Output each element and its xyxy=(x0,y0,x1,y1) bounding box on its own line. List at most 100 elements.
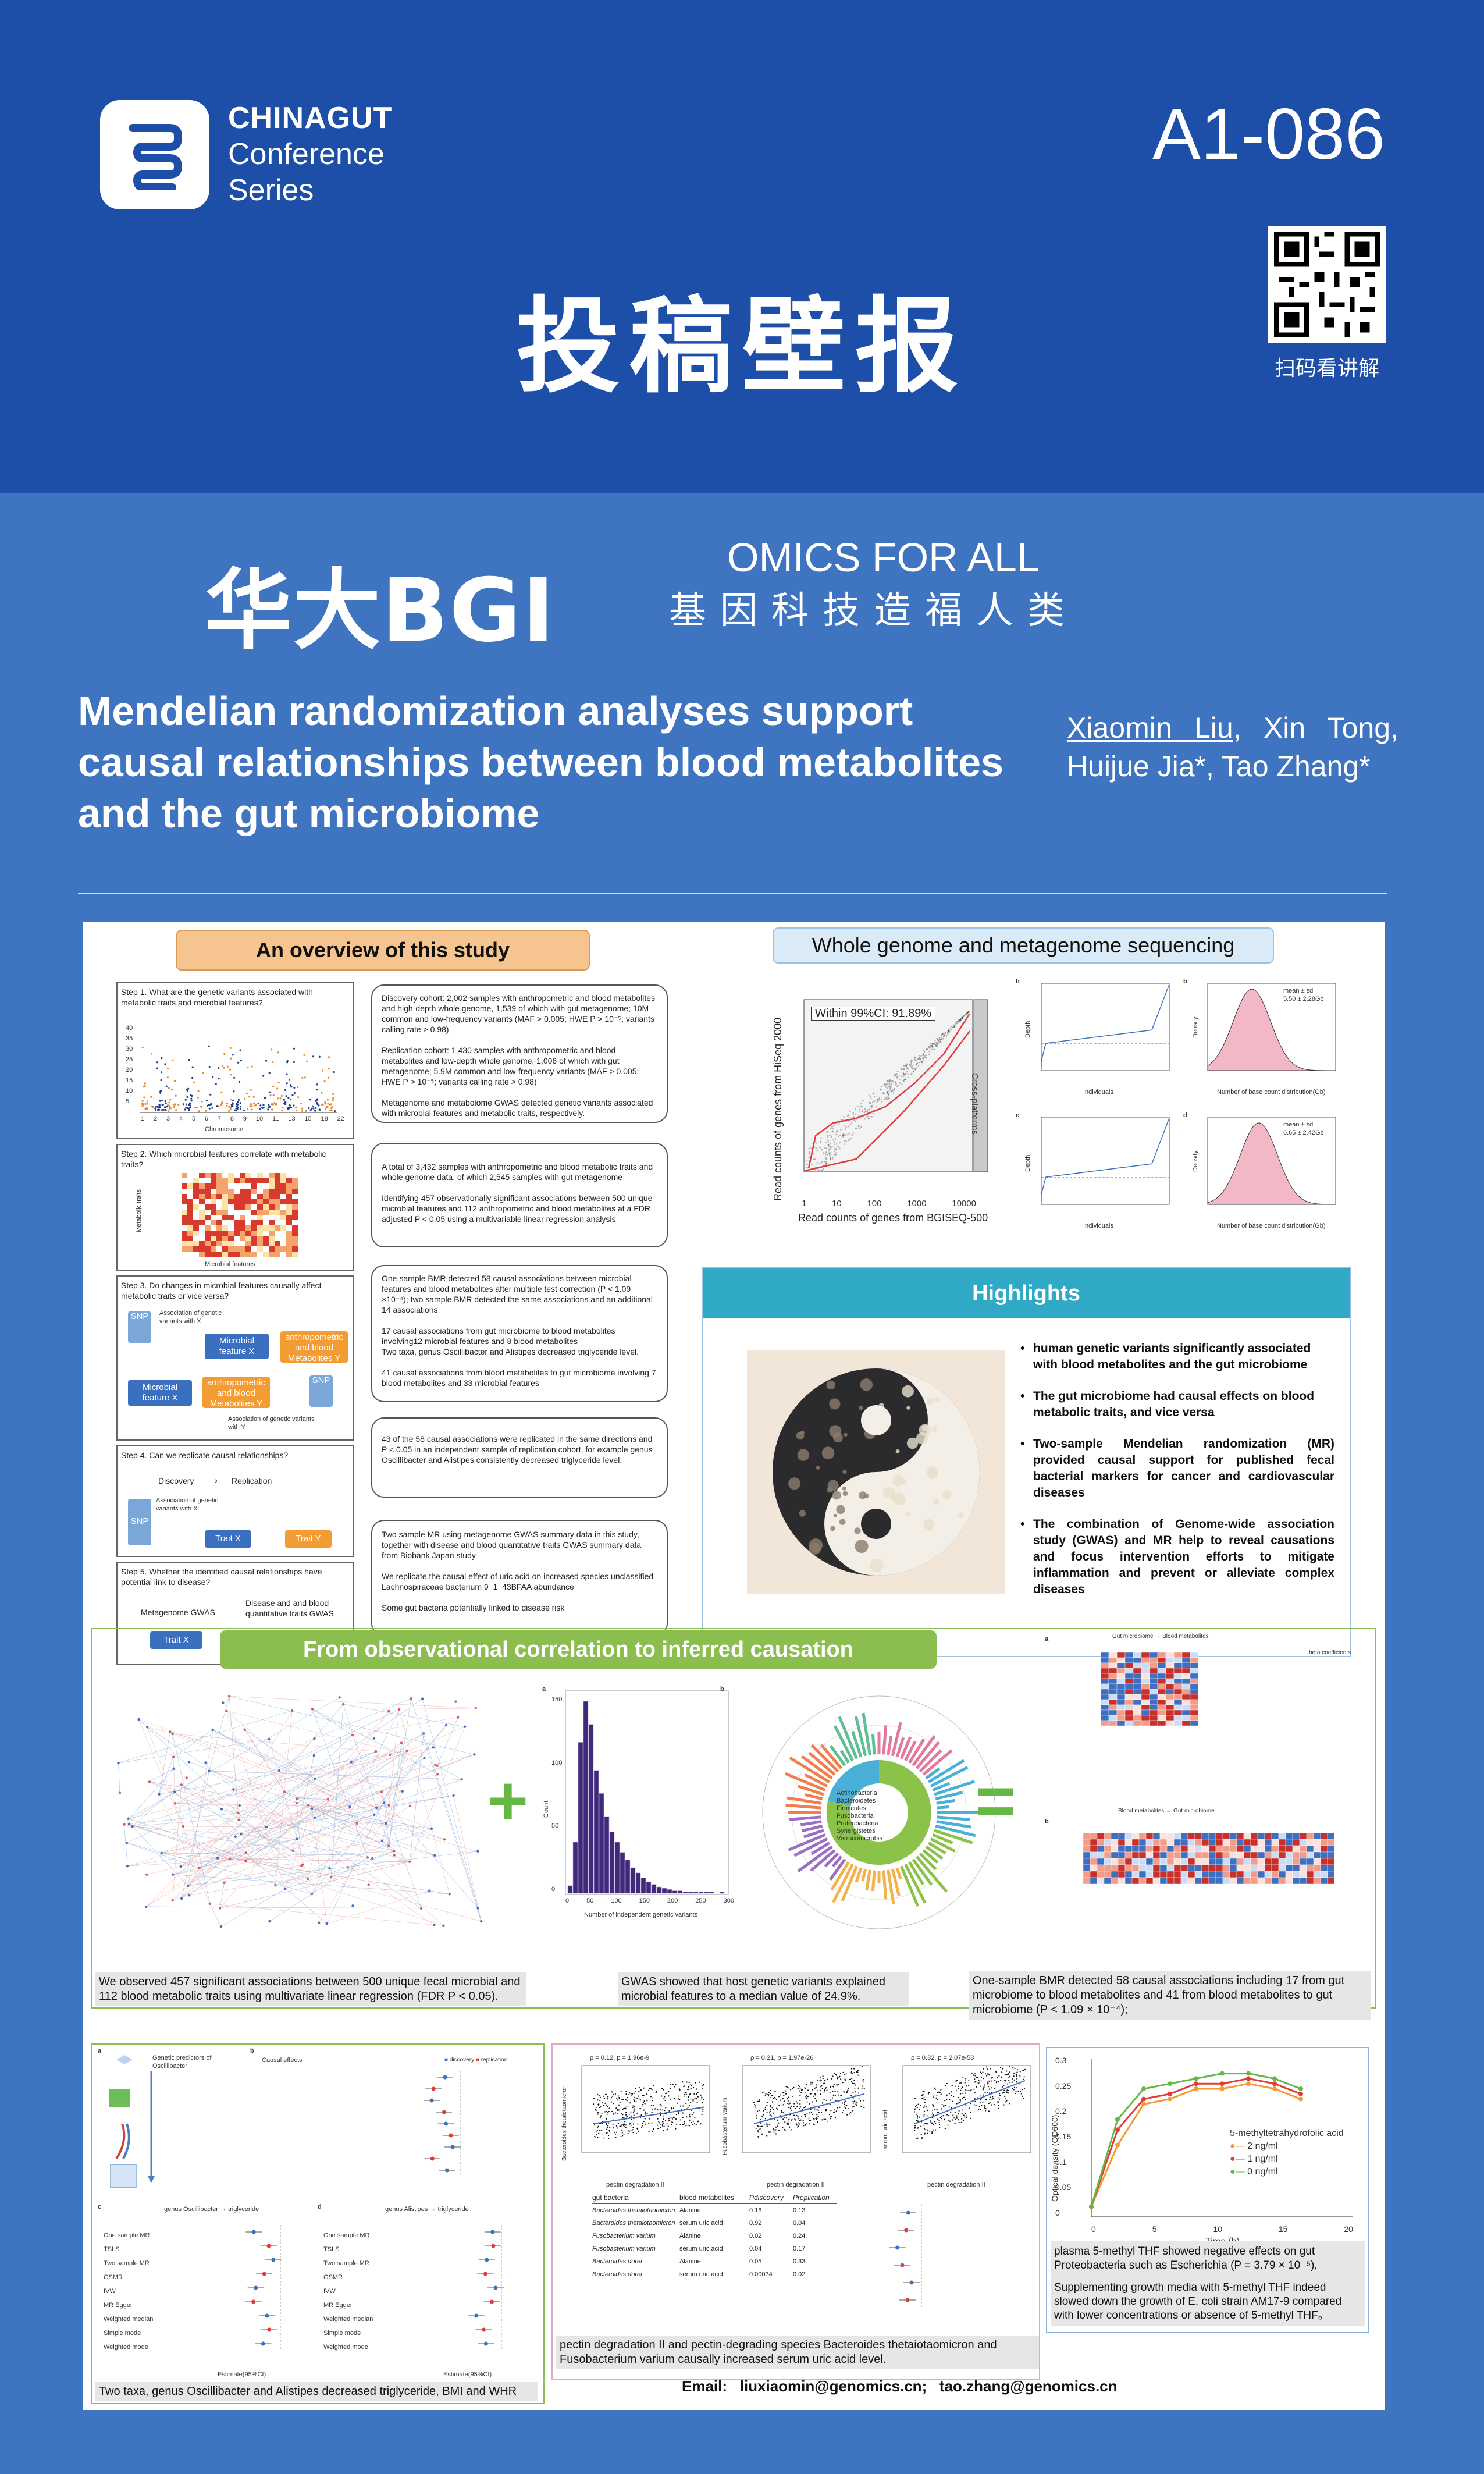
scatter-point xyxy=(926,1048,928,1051)
manhattan-point xyxy=(277,1051,279,1054)
heatmap-cell xyxy=(1145,1832,1154,1840)
scatter-point xyxy=(1016,2078,1017,2080)
growth-point xyxy=(1194,2086,1198,2091)
network-edge xyxy=(311,1725,447,1894)
scatter-point xyxy=(935,2129,937,2131)
heatmap-cell xyxy=(1131,1851,1140,1859)
scatter-point xyxy=(949,1028,951,1029)
scatter-point xyxy=(834,2109,836,2111)
network-node xyxy=(228,1857,232,1861)
decorative-dot xyxy=(796,1431,805,1440)
estimate-point xyxy=(430,2156,435,2161)
scatter-point xyxy=(903,1068,905,1070)
scatter-point xyxy=(630,2093,632,2095)
heatmap-cell xyxy=(1165,1668,1175,1674)
scatter-point xyxy=(778,2105,780,2106)
network-node xyxy=(385,1822,387,1825)
scatter-point xyxy=(988,2102,990,2105)
scatter-point xyxy=(1008,2103,1010,2105)
heatmap-cell xyxy=(1159,1871,1168,1878)
scatter-point xyxy=(883,1093,885,1095)
heatmap-cell xyxy=(222,1231,228,1236)
circle-bar xyxy=(797,1845,833,1872)
scatter-point xyxy=(956,2080,958,2081)
scatter-point xyxy=(621,2124,623,2125)
scatter-point xyxy=(886,1093,888,1095)
scatter-point xyxy=(785,2117,788,2119)
scatter-point xyxy=(852,1112,855,1114)
scatter-point xyxy=(685,2102,687,2105)
heatmap-cell xyxy=(1173,1678,1183,1684)
heatmap-cell xyxy=(1116,1668,1126,1674)
scatter-point xyxy=(808,1152,810,1154)
scatter-point xyxy=(837,2090,839,2092)
scatter-point xyxy=(888,1093,890,1095)
scatter-point xyxy=(924,1055,926,1057)
manhattan-point xyxy=(156,1067,158,1069)
scatter-point xyxy=(938,2121,940,2124)
scatter-point xyxy=(625,2124,627,2126)
scatter-stat-a: ρ = 0.12, p = 1.96e-9 xyxy=(590,2054,650,2061)
scatter-point xyxy=(810,2112,813,2113)
scatter-point xyxy=(870,1097,872,1100)
scatter-point xyxy=(606,2125,608,2127)
qr-code[interactable] xyxy=(1268,226,1386,343)
scatter-point xyxy=(819,1147,821,1149)
heatmap-cell xyxy=(222,1215,228,1220)
email-link[interactable]: liuxiaomin@genomics.cn; xyxy=(739,2377,927,2395)
step4-text: Step 4. Can we replicate causal relation… xyxy=(121,1451,289,1460)
heatmap-cell xyxy=(234,1189,240,1194)
heatmap-cell xyxy=(1320,1864,1328,1872)
xtick: 5 xyxy=(1152,2224,1157,2234)
ytick: 0.3 xyxy=(1055,2056,1067,2065)
scatter-point xyxy=(916,1062,919,1064)
scatter-point xyxy=(939,1039,941,1040)
scatter-point xyxy=(850,2112,852,2113)
decorative-dot xyxy=(826,1380,835,1390)
circle-bar xyxy=(810,1842,831,1856)
heatmap-cell xyxy=(292,1189,298,1194)
manhattan-point xyxy=(309,1109,312,1111)
scatter-point xyxy=(874,1100,876,1102)
heatmap-cell xyxy=(1141,1668,1150,1674)
scatter-point xyxy=(923,1049,924,1051)
estimate-point xyxy=(431,2086,436,2091)
scatter-point xyxy=(951,2095,952,2096)
network-edge xyxy=(409,1733,424,1862)
manhattan-point xyxy=(330,1107,333,1110)
scatter-point xyxy=(640,2114,642,2116)
scatter-point xyxy=(989,2102,991,2104)
heatmap-cell xyxy=(245,1220,251,1225)
step1-box: Step 1. What are the genetic variants as… xyxy=(116,982,354,1139)
heatmap-cell xyxy=(245,1183,251,1189)
network-edge xyxy=(149,1782,330,1869)
highlights-heading: Highlights xyxy=(703,1268,1350,1318)
table-row: Bacteroides thetaiotaomicron serum uric a… xyxy=(592,2217,837,2230)
scatter-point xyxy=(956,1021,958,1022)
network-edge xyxy=(159,1750,407,1795)
manhattan-point xyxy=(297,1086,299,1089)
scatter-point xyxy=(927,2129,928,2131)
scatter-point xyxy=(891,1090,894,1092)
heatmap-cell xyxy=(1201,1839,1209,1846)
heatmap-cell xyxy=(286,1173,292,1178)
circle-bar xyxy=(828,1858,846,1881)
email-link[interactable]: tao.zhang@genomics.cn xyxy=(939,2377,1118,2395)
legend-item: Actinobacteria xyxy=(837,1790,877,1797)
decorative-dot xyxy=(958,1512,964,1519)
scatter-point xyxy=(775,2133,777,2135)
scatter-point xyxy=(888,1093,890,1095)
scatter-point xyxy=(861,1109,863,1111)
heatmap-cell xyxy=(1131,1839,1140,1846)
contact-line: Email: liuxiaomin@genomics.cn; tao.zhang… xyxy=(682,2377,1118,2395)
heatmap-cell xyxy=(1111,1845,1119,1853)
scatter-point xyxy=(810,2081,812,2083)
heatmap-cell xyxy=(286,1215,292,1220)
scatter-point xyxy=(988,2080,990,2082)
heatmap-cell xyxy=(1145,1877,1154,1885)
network-edge xyxy=(422,1698,482,1922)
scatter-point xyxy=(1024,2068,1026,2070)
scatter-point xyxy=(757,2130,759,2132)
scatter-point xyxy=(887,1083,889,1085)
heatmap-cell xyxy=(1181,1678,1191,1684)
